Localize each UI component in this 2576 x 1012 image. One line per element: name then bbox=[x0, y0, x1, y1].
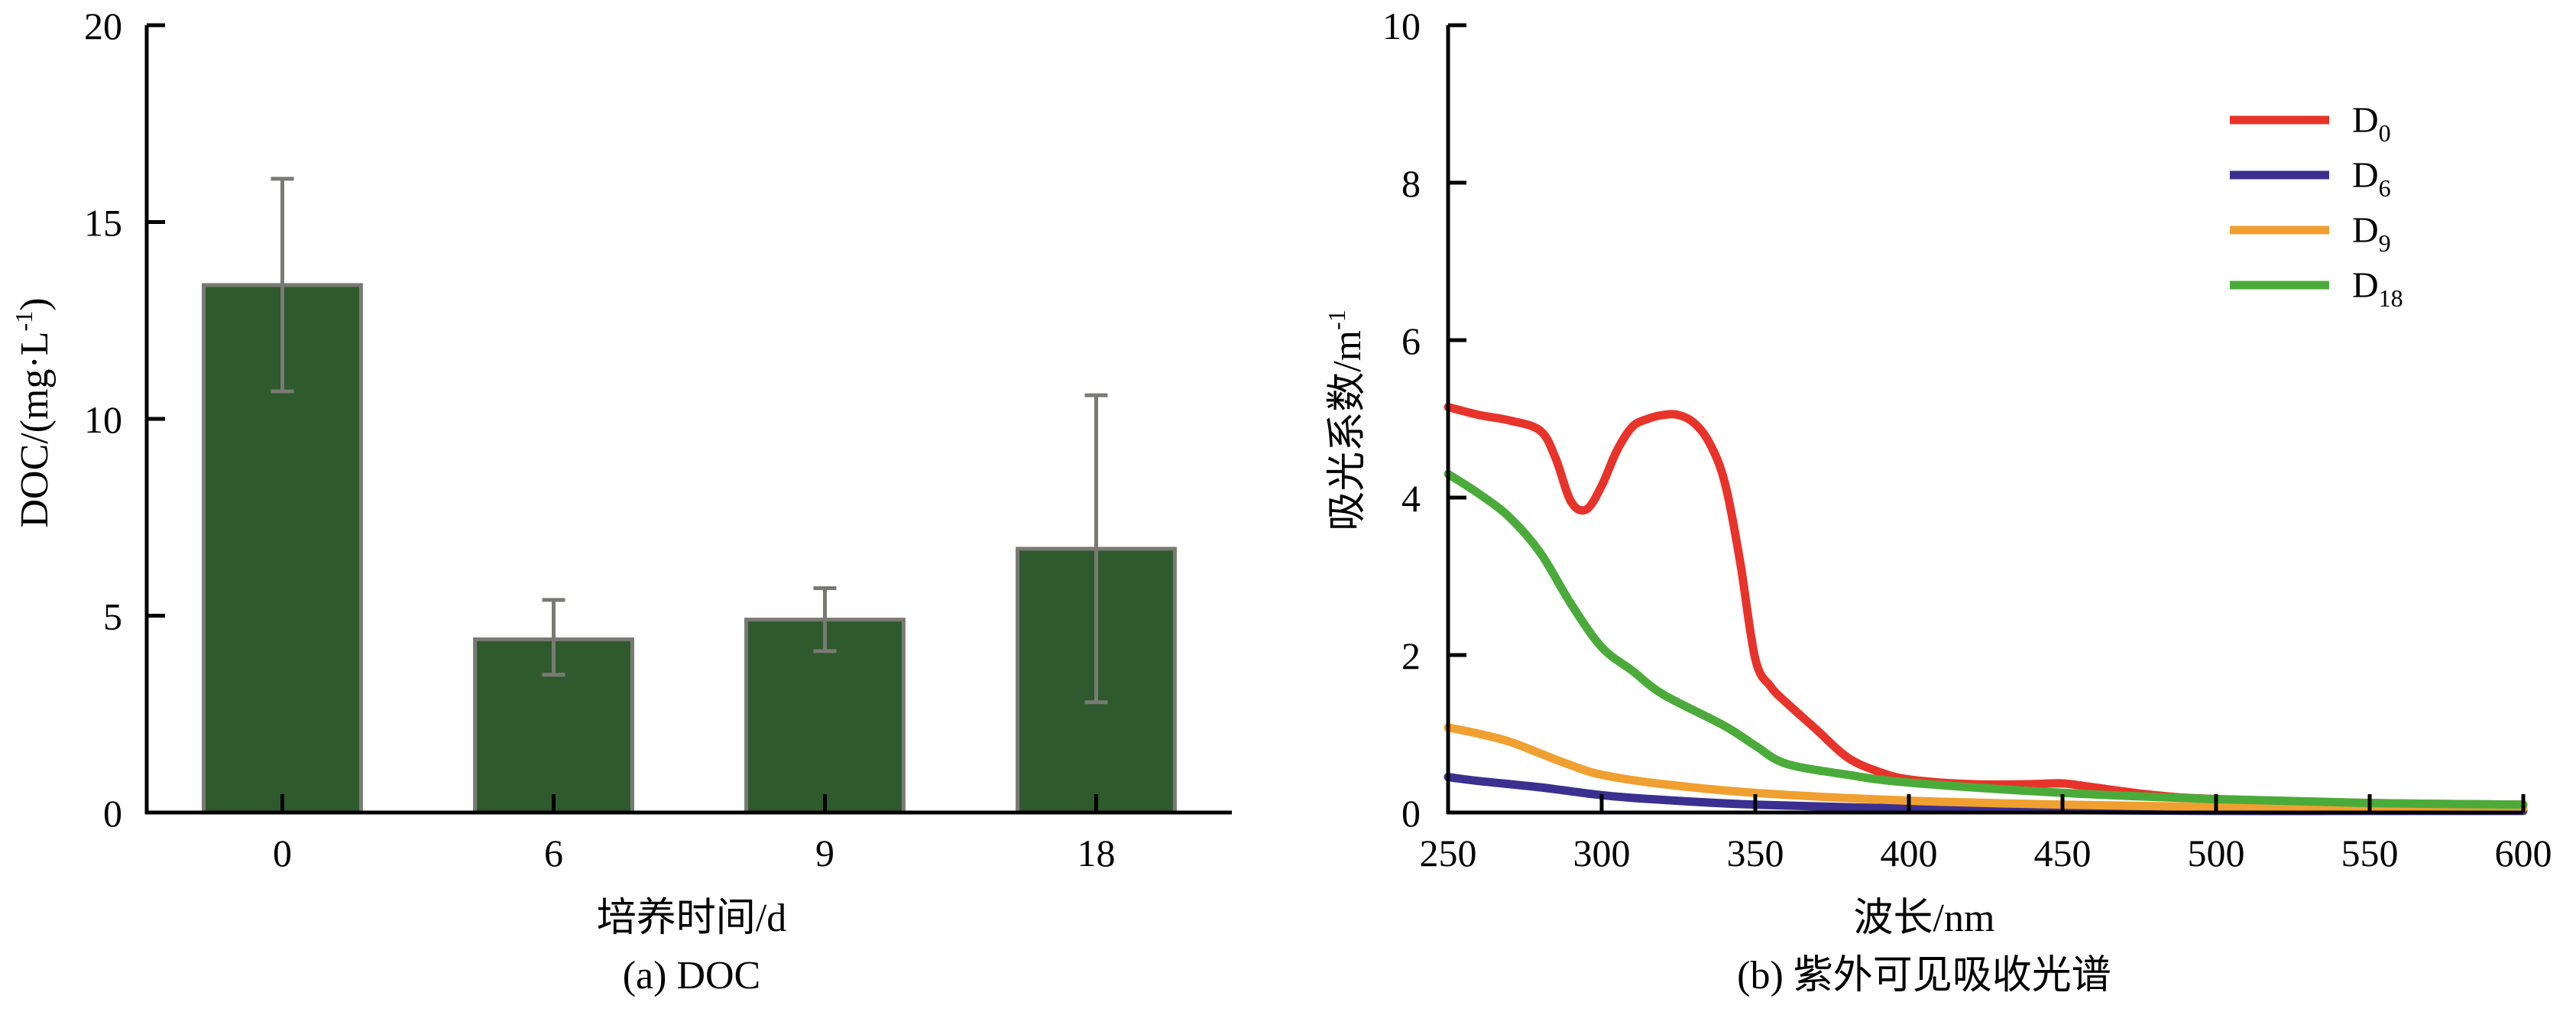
x-axis-ticks: 0 6 9 18 bbox=[273, 794, 1116, 874]
y-tick-label: 0 bbox=[1401, 792, 1421, 835]
y-axis-label: 吸光系数/m-1 bbox=[1323, 310, 1369, 531]
series-line-D0 bbox=[1444, 403, 2528, 809]
error-bar-0 bbox=[271, 177, 294, 394]
x-axis-ticks: 250 300 350 400 450 500 550 600 bbox=[1420, 794, 2552, 874]
x-axis-label: 培养时间/d bbox=[597, 897, 786, 940]
legend-item-D6: D6 bbox=[2230, 155, 2391, 202]
y-axis-label-main: 吸光系数/m bbox=[1326, 330, 1369, 531]
y-axis-ticks: 0 2 4 6 8 10 bbox=[1382, 5, 1466, 835]
legend-label: D9 bbox=[2352, 210, 2391, 257]
error-bar-9 bbox=[813, 585, 837, 654]
y-tick-label: 0 bbox=[103, 792, 122, 835]
line-series bbox=[1444, 403, 2528, 816]
caption-a: (a) DOC bbox=[623, 954, 761, 997]
y-tick-label: 8 bbox=[1401, 162, 1421, 205]
y-axis-label-sup: -1 bbox=[1323, 310, 1350, 330]
x-tick-label: 550 bbox=[2341, 832, 2399, 874]
legend-label: D18 bbox=[2352, 265, 2403, 312]
error-bar-18 bbox=[1084, 393, 1108, 705]
caption-b: (b) 紫外可见吸收光谱 bbox=[1737, 954, 2111, 997]
y-axis-label-tail: ) bbox=[13, 297, 57, 310]
x-tick-label: 400 bbox=[1881, 832, 1938, 874]
y-tick-label: 2 bbox=[1401, 634, 1421, 677]
x-tick-label: 450 bbox=[2034, 832, 2092, 874]
y-axis-ticks: 0 5 10 15 20 bbox=[84, 5, 165, 835]
error-bars bbox=[271, 177, 1108, 705]
legend-item-D18: D18 bbox=[2230, 265, 2403, 312]
legend-item-D0: D0 bbox=[2230, 100, 2391, 147]
legend-label: D6 bbox=[2352, 155, 2391, 202]
legend-item-D9: D9 bbox=[2230, 210, 2391, 257]
y-tick-label: 4 bbox=[1401, 477, 1421, 520]
y-axis-label-main: DOC/(mg·L bbox=[13, 331, 57, 527]
x-tick-label: 600 bbox=[2495, 832, 2552, 874]
x-tick-label: 500 bbox=[2188, 832, 2245, 874]
doc-bar-chart: 0 5 10 15 20 0 6 9 18 DOC/(mg·L-1) 培养时间/d (a) D… bbox=[10, 5, 1232, 997]
x-tick-label: 300 bbox=[1573, 832, 1631, 874]
x-tick-label: 18 bbox=[1077, 832, 1116, 874]
y-tick-label: 10 bbox=[84, 398, 122, 441]
error-bar-6 bbox=[542, 598, 565, 677]
x-tick-label: 6 bbox=[544, 832, 563, 874]
x-tick-label: 250 bbox=[1420, 832, 1477, 874]
series-line-D18 bbox=[1444, 469, 2528, 809]
y-tick-label: 20 bbox=[84, 5, 122, 47]
y-axis-label: DOC/(mg·L-1) bbox=[10, 297, 57, 527]
x-axis-label: 波长/nm bbox=[1854, 897, 1995, 940]
series-line-D9 bbox=[1444, 723, 2528, 813]
axes bbox=[1446, 25, 2523, 815]
y-axis-label-sup: -1 bbox=[10, 311, 37, 332]
x-tick-label: 350 bbox=[1727, 832, 1784, 874]
bar-series bbox=[202, 283, 1177, 815]
y-tick-label: 6 bbox=[1401, 319, 1421, 362]
legend-label: D0 bbox=[2352, 100, 2391, 147]
x-tick-label: 9 bbox=[815, 832, 834, 874]
y-tick-label: 15 bbox=[84, 202, 122, 245]
y-tick-label: 10 bbox=[1382, 5, 1421, 47]
x-tick-label: 0 bbox=[273, 832, 292, 874]
legend: D0 D6 D9 D18 bbox=[2230, 100, 2403, 312]
y-tick-label: 5 bbox=[103, 595, 122, 638]
